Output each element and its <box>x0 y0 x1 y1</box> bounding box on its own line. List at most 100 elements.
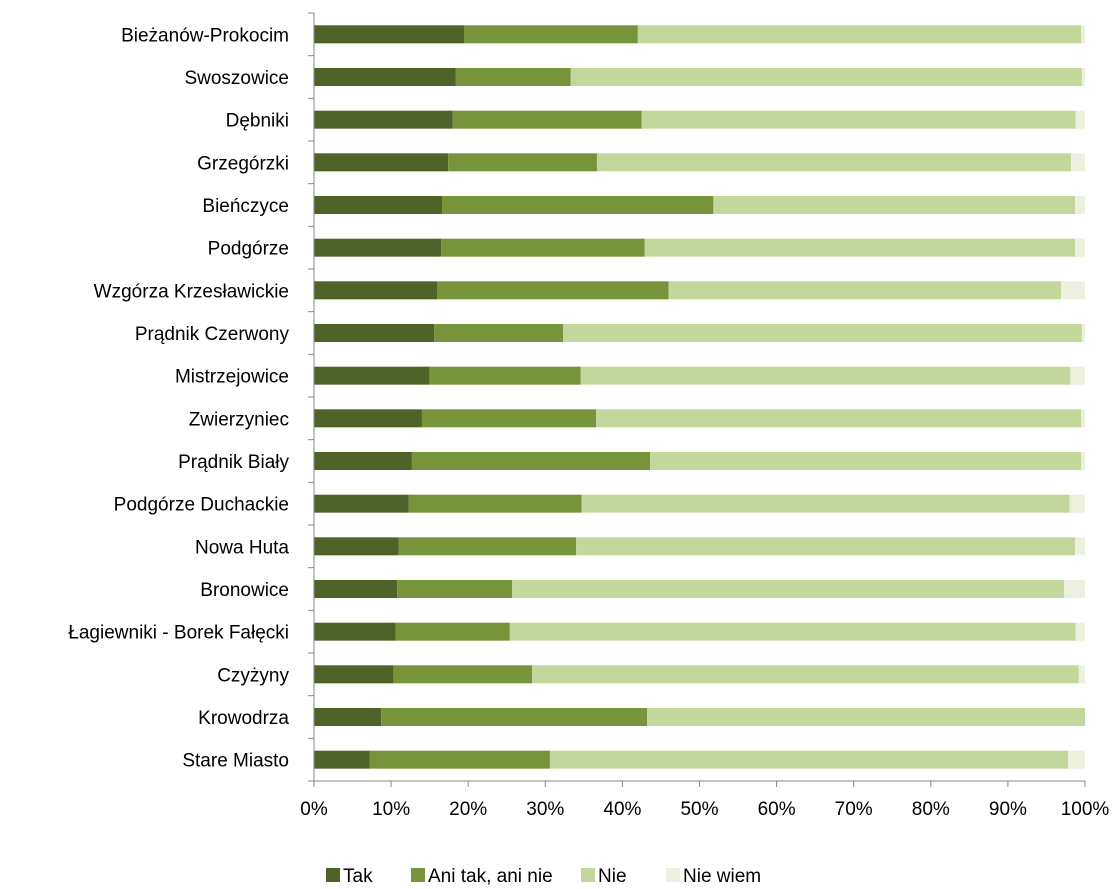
bar-segment <box>637 25 1082 44</box>
bar-segment <box>314 366 430 385</box>
bar-segment <box>581 494 1070 513</box>
category-label: Podgórze <box>208 239 289 260</box>
bar-segment <box>314 750 370 769</box>
category-label: Swoszowice <box>184 68 289 89</box>
x-tick-label: 90% <box>989 799 1027 820</box>
category-label: Dębniki <box>226 111 289 132</box>
category-label: Grzegórzki <box>197 153 289 174</box>
bar-segment <box>1081 25 1085 44</box>
category-label: Podgórze Duchackie <box>114 495 289 516</box>
bar-segment <box>596 409 1082 428</box>
category-label: Wzgórza Krzesławickie <box>94 281 289 302</box>
bar-segment <box>314 452 412 470</box>
bar-segment <box>1074 196 1085 214</box>
bar-segment <box>452 110 642 129</box>
legend-swatch <box>666 868 680 882</box>
bar-segment <box>314 409 422 428</box>
x-tick-label: 30% <box>526 799 564 820</box>
bar-segment <box>411 452 651 470</box>
bar-segment <box>1081 324 1085 342</box>
x-tick-label: 10% <box>372 799 410 820</box>
bar-segment <box>314 238 442 257</box>
bar-segment <box>397 580 513 598</box>
bar-segment <box>314 494 409 513</box>
category-label: Łagiewniki - Borek Fałęcki <box>68 623 289 644</box>
bar-segment <box>1068 750 1085 769</box>
category-label: Mistrzejowice <box>175 367 289 388</box>
bar-segment <box>1081 409 1085 428</box>
bar-segment <box>1070 366 1085 385</box>
x-tick-label: 50% <box>680 799 718 820</box>
bar-segment <box>1081 68 1085 86</box>
legend-label: Ani tak, ani nie <box>428 866 553 887</box>
bar-segment <box>448 153 597 172</box>
bar-segment <box>314 110 453 129</box>
bar-segment <box>314 537 399 556</box>
bar-segment <box>398 537 577 556</box>
bar-segment <box>650 452 1082 470</box>
bar-segment <box>1078 665 1085 684</box>
category-label: Zwierzyniec <box>189 409 289 430</box>
bar-segment <box>512 580 1065 598</box>
category-label: Krowodrza <box>198 708 289 729</box>
bar-segment <box>314 580 398 598</box>
category-label: Prądnik Czerwony <box>135 324 290 345</box>
category-label: Bronowice <box>200 580 289 601</box>
bar-segment <box>314 281 438 300</box>
bar-segment <box>1074 537 1085 556</box>
legend-swatch <box>411 868 425 882</box>
bar-segment <box>393 665 533 684</box>
legend-swatch <box>581 868 595 882</box>
bar-segment <box>1081 452 1085 470</box>
bar-segment <box>644 238 1075 257</box>
bar-segment <box>395 622 510 641</box>
x-tick-labels: 0% 10% 20% 30% 40% 50% 60% 70% 80% 90% 100% <box>300 799 1109 820</box>
x-tick-label: 70% <box>835 799 873 820</box>
bar-segment <box>314 622 396 641</box>
bar-segment <box>314 196 442 214</box>
category-labels: Bieżanów-Prokocim Swoszowice Dębniki Grzegó… <box>68 25 289 771</box>
legend-label: Nie <box>598 866 627 887</box>
bar-segment <box>381 708 648 726</box>
bar-segment <box>314 708 382 726</box>
x-tick-label: 40% <box>603 799 641 820</box>
category-label: Nowa Huta <box>195 537 289 558</box>
bar-segment <box>434 324 564 342</box>
bar-segment <box>314 153 449 172</box>
bar-segment <box>437 281 669 300</box>
category-label: Prądnik Biały <box>178 452 289 473</box>
x-tick-label: 20% <box>449 799 487 820</box>
bar-segment <box>421 409 597 428</box>
bar-segment <box>369 750 550 769</box>
x-tick-label: 100% <box>1061 799 1110 820</box>
bar-segment <box>1071 153 1085 172</box>
bar-segment <box>641 110 1076 129</box>
bar-segment <box>1064 580 1085 598</box>
bar-segment <box>549 750 1069 769</box>
bar-segment <box>596 153 1072 172</box>
bar-segment <box>314 665 394 684</box>
bar-segment <box>647 708 1085 726</box>
bar-segment <box>408 494 582 513</box>
bar-segment <box>441 196 714 214</box>
x-tick-label: 0% <box>300 799 328 820</box>
bar-segment <box>509 622 1076 641</box>
bar-segment <box>713 196 1075 214</box>
bar-segment <box>1075 110 1085 129</box>
bar-segment <box>576 537 1075 556</box>
legend-swatch <box>326 868 340 882</box>
bar-segment <box>668 281 1062 300</box>
legend-label: Nie wiem <box>683 866 761 887</box>
bar-segment <box>455 68 571 86</box>
bar-segment <box>441 238 645 257</box>
bar-segment <box>429 366 581 385</box>
bar-segment <box>314 25 465 44</box>
bar-segment <box>1074 238 1085 257</box>
category-label: Bieńczyce <box>202 196 289 217</box>
bar-segment <box>314 68 456 86</box>
bar-segment <box>563 324 1082 342</box>
axes-layer <box>308 12 1086 787</box>
legend: Tak Ani tak, ani nie Nie Nie wiem <box>326 866 761 887</box>
x-tick-label: 60% <box>758 799 796 820</box>
